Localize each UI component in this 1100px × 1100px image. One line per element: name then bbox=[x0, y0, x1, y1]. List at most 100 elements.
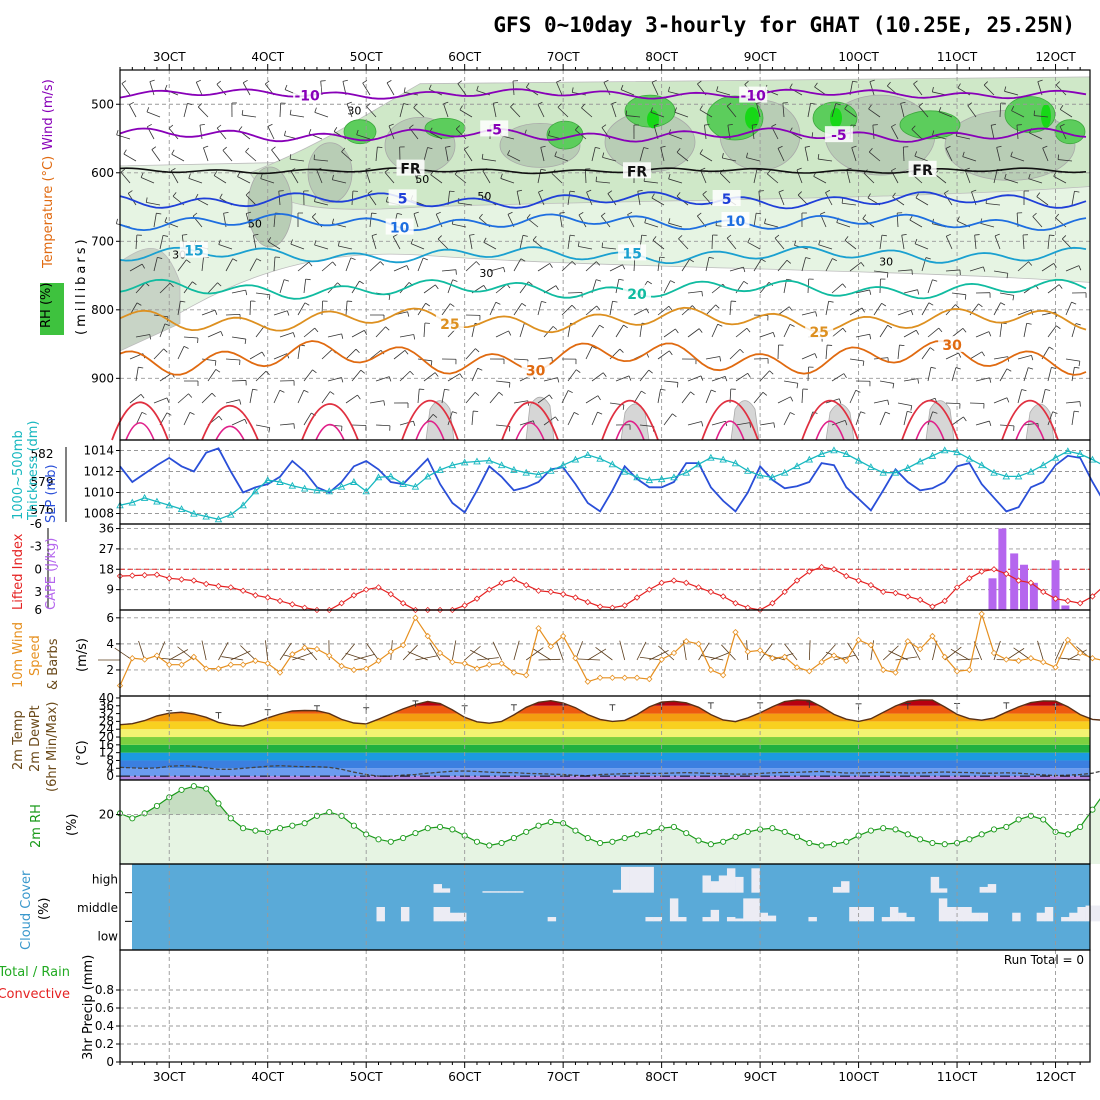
wind-barb bbox=[327, 377, 342, 382]
wind-barb-flag bbox=[881, 302, 887, 307]
wind-barb-flag bbox=[197, 103, 203, 108]
wind-barb bbox=[413, 213, 419, 228]
wind-barb-flag bbox=[238, 126, 243, 131]
wind-barb-flag bbox=[575, 369, 581, 373]
rh2m-point bbox=[510, 835, 517, 842]
thickness-point bbox=[953, 448, 961, 456]
wind-barb-flag bbox=[1059, 123, 1065, 127]
wind-barb-flag bbox=[771, 123, 777, 127]
wind-barb-flag bbox=[332, 261, 337, 266]
wind-barb-flag bbox=[151, 146, 157, 150]
wind-barb-flag bbox=[601, 242, 603, 248]
contour-label: 20 bbox=[627, 287, 647, 303]
wind-barb bbox=[121, 83, 131, 96]
wind-barb-flag bbox=[481, 153, 484, 159]
thickness-point bbox=[239, 501, 247, 509]
rh-axis: 20 bbox=[99, 808, 120, 822]
wind-barb bbox=[482, 158, 497, 162]
wind-barb bbox=[945, 236, 953, 250]
rh2m-point bbox=[720, 838, 727, 845]
lifted-index-point bbox=[498, 579, 505, 587]
wind-barb bbox=[231, 336, 246, 340]
wind10m-barb bbox=[265, 640, 269, 661]
wind-barb bbox=[759, 422, 774, 426]
wind-barb-flag bbox=[384, 168, 390, 173]
lifted-index-point bbox=[953, 584, 961, 591]
lifted-index-point bbox=[596, 603, 604, 610]
wind-barb-flag bbox=[825, 189, 831, 193]
cloud-high-cell bbox=[482, 891, 491, 893]
wind-barb-flag bbox=[1051, 367, 1057, 370]
wind-barb bbox=[1065, 401, 1080, 404]
wind-barb-flag bbox=[914, 151, 918, 157]
lifted-index-point bbox=[867, 581, 875, 589]
wind-barb-flag bbox=[180, 300, 186, 303]
wind-barb bbox=[759, 331, 774, 338]
temp-band-group bbox=[120, 699, 1090, 780]
rh2m-point bbox=[572, 827, 579, 834]
wind-barb bbox=[747, 241, 761, 250]
wind-barb bbox=[556, 81, 563, 96]
rh2m-point bbox=[400, 835, 407, 842]
wind-barb bbox=[704, 125, 707, 140]
wind-barb-flag bbox=[332, 218, 335, 224]
wind-barb bbox=[459, 109, 473, 118]
wind-barb-flag bbox=[508, 330, 512, 336]
thickness-tick: 579 bbox=[31, 475, 54, 489]
wind-barb-flag bbox=[1056, 325, 1061, 330]
thickness-point bbox=[571, 455, 580, 463]
wind-barb bbox=[844, 108, 857, 118]
wind-barb bbox=[818, 158, 833, 162]
wind-barb bbox=[417, 389, 420, 404]
wind-barb bbox=[945, 352, 959, 360]
wind-barb-flag bbox=[521, 303, 527, 307]
wind-barb bbox=[657, 350, 670, 360]
cloud-middle-cell bbox=[653, 917, 663, 922]
wind-barb-flag bbox=[844, 236, 849, 241]
wind-barb bbox=[901, 235, 905, 250]
wind-barb bbox=[585, 305, 597, 316]
thickness-point bbox=[362, 487, 370, 495]
wind-barb-flag bbox=[704, 124, 710, 126]
wind-barb bbox=[1047, 235, 1050, 250]
lifted-index-point bbox=[978, 568, 985, 575]
wind-barb bbox=[609, 301, 613, 316]
wind10m-barb bbox=[221, 656, 244, 661]
wind-barb bbox=[756, 103, 761, 118]
lifted-index-point bbox=[461, 602, 468, 609]
wind-barb bbox=[423, 323, 426, 338]
wind-barb-flag bbox=[267, 237, 272, 242]
wind-barb bbox=[774, 237, 785, 250]
wind-barb bbox=[399, 103, 404, 118]
wind-barb bbox=[879, 411, 886, 426]
wind-barb-flag bbox=[474, 392, 480, 396]
wind-barb bbox=[356, 134, 371, 140]
wind-barb-flag bbox=[699, 149, 703, 154]
wind10m-barb bbox=[833, 654, 856, 661]
wind10m-point bbox=[781, 653, 788, 661]
wind-barb-flag bbox=[508, 382, 511, 388]
wind10m-point bbox=[609, 674, 616, 681]
thickness-point bbox=[473, 457, 481, 465]
wind-barb bbox=[351, 424, 367, 426]
wind-barb bbox=[951, 367, 957, 382]
wind-barb bbox=[369, 213, 372, 228]
thickness-point bbox=[1002, 472, 1011, 480]
rh-core-bright-0 bbox=[647, 110, 659, 129]
wind-barb bbox=[443, 103, 449, 118]
wind10m-barb bbox=[366, 643, 379, 661]
wind-barb bbox=[1022, 235, 1025, 250]
wind-barb bbox=[687, 421, 702, 426]
wind-barb-flag bbox=[838, 398, 842, 404]
wind-barb-flag bbox=[360, 369, 365, 374]
wind-barb bbox=[303, 412, 312, 426]
thickness-point bbox=[399, 479, 407, 487]
wind-barb bbox=[879, 325, 888, 338]
lifted-index-point bbox=[338, 600, 345, 607]
wind-barb-flag bbox=[581, 103, 585, 109]
wind-barb bbox=[537, 104, 545, 118]
lifted-index-point bbox=[633, 594, 641, 601]
lifted-index-point bbox=[720, 593, 727, 600]
wind10m-point bbox=[547, 643, 555, 650]
thickness-point bbox=[190, 509, 198, 517]
